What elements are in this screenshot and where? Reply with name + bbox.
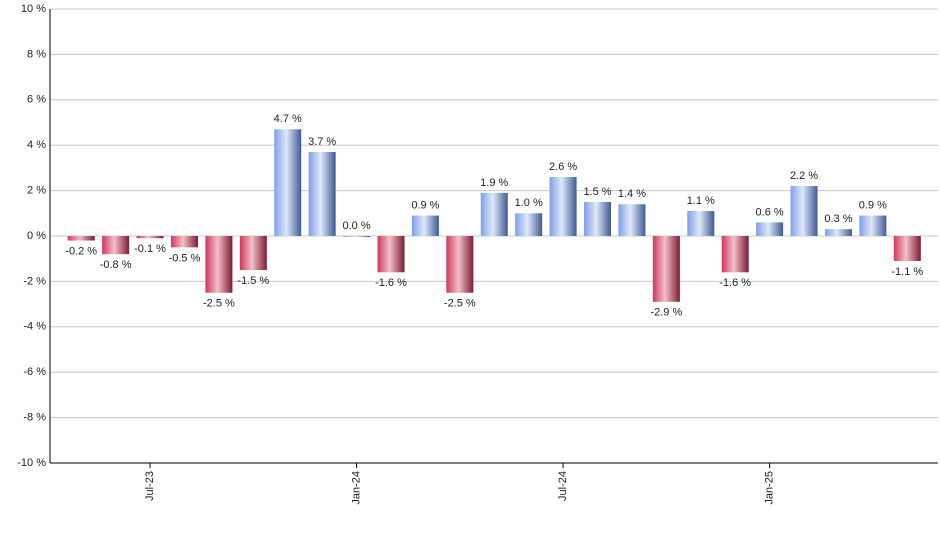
bar <box>824 229 852 236</box>
y-tick-label: -8 % <box>23 412 46 424</box>
x-tick-label: Jul-23 <box>144 471 156 501</box>
value-label: -2.5 % <box>203 298 235 310</box>
value-label: 1.5 % <box>583 186 611 198</box>
value-label: 2.6 % <box>549 161 577 173</box>
bar <box>756 222 784 236</box>
y-tick-label: 0 % <box>27 230 46 242</box>
y-tick-label: -4 % <box>23 321 46 333</box>
bar <box>136 236 164 239</box>
value-label: -0.1 % <box>134 243 166 255</box>
bar <box>893 236 921 261</box>
bar <box>343 236 371 237</box>
bar <box>274 129 302 236</box>
bar <box>721 236 749 273</box>
value-label: -1.5 % <box>237 275 269 287</box>
y-tick-label: 6 % <box>27 94 46 106</box>
y-tick-label: 2 % <box>27 185 46 197</box>
bar <box>790 186 818 236</box>
value-label: 1.4 % <box>618 188 646 200</box>
bar <box>584 201 612 236</box>
y-tick-label: -6 % <box>23 366 46 378</box>
y-tick-label: 8 % <box>27 48 46 60</box>
value-label: -1.6 % <box>719 277 751 289</box>
bar <box>411 215 439 236</box>
bar <box>549 176 577 236</box>
value-label: -1.1 % <box>891 266 923 278</box>
bar <box>102 236 130 255</box>
bar <box>480 192 508 236</box>
value-label: 4.7 % <box>274 113 302 125</box>
bar <box>205 236 233 293</box>
bar <box>67 236 95 241</box>
bar <box>239 236 267 271</box>
bar <box>515 213 543 236</box>
bar <box>170 236 198 248</box>
x-tick-label: Jul-24 <box>557 471 569 501</box>
bar <box>446 236 474 293</box>
value-label: -0.8 % <box>100 259 132 271</box>
value-label: 0.9 % <box>411 199 439 211</box>
bar <box>377 236 405 273</box>
value-label: 0.3 % <box>824 213 852 225</box>
value-label: 0.6 % <box>756 206 784 218</box>
value-label: 1.9 % <box>480 177 508 189</box>
y-tick-label: -2 % <box>23 275 46 287</box>
value-label: -2.9 % <box>650 307 682 319</box>
y-tick-label: -10 % <box>17 457 46 469</box>
bar <box>859 215 887 236</box>
y-tick-label: 4 % <box>27 139 46 151</box>
bar <box>652 236 680 302</box>
y-tick-label: 10 % <box>21 3 46 15</box>
value-label: -1.6 % <box>375 277 407 289</box>
bar <box>618 204 646 236</box>
value-label: -2.5 % <box>444 298 476 310</box>
bar <box>687 211 715 236</box>
value-label: 1.1 % <box>687 195 715 207</box>
value-label: 2.2 % <box>790 170 818 182</box>
value-label: -0.5 % <box>169 252 201 264</box>
value-label: 3.7 % <box>308 136 336 148</box>
value-label: 0.9 % <box>859 199 887 211</box>
x-tick-label: Jan-24 <box>350 471 362 505</box>
value-label: -0.2 % <box>65 245 97 257</box>
x-tick-label: Jan-25 <box>764 471 776 505</box>
bar <box>308 152 336 236</box>
value-label: 0.0 % <box>342 220 370 232</box>
value-label: 1.0 % <box>515 197 543 209</box>
